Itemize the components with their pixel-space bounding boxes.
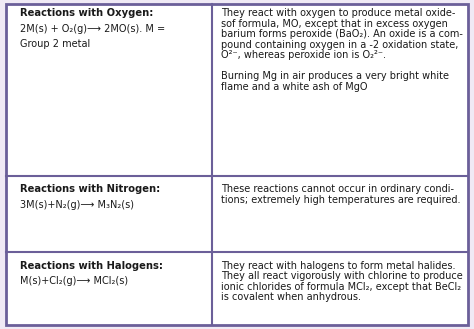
Text: They all react vigorously with chlorine to produce: They all react vigorously with chlorine … xyxy=(221,271,463,281)
Text: Reactions with Halogens:: Reactions with Halogens: xyxy=(20,261,163,270)
Text: barium forms peroxide (BaO₂). An oxide is a com-: barium forms peroxide (BaO₂). An oxide i… xyxy=(221,29,463,39)
Text: These reactions cannot occur in ordinary condi-: These reactions cannot occur in ordinary… xyxy=(221,184,454,194)
Text: They react with halogens to form metal halides.: They react with halogens to form metal h… xyxy=(221,261,456,270)
Text: Burning Mg in air produces a very bright white: Burning Mg in air produces a very bright… xyxy=(221,71,449,81)
Text: Reactions with Oxygen:: Reactions with Oxygen: xyxy=(20,8,153,18)
Text: sof formula, MO, except that in excess oxygen: sof formula, MO, except that in excess o… xyxy=(221,19,448,29)
Text: tions; extremely high temperatures are required.: tions; extremely high temperatures are r… xyxy=(221,195,460,205)
Text: 2M(s) + O₂(g)⟶ 2MO(s). M =
Group 2 metal: 2M(s) + O₂(g)⟶ 2MO(s). M = Group 2 metal xyxy=(20,24,165,49)
Text: M(s)+Cl₂(g)⟶ MCl₂(s): M(s)+Cl₂(g)⟶ MCl₂(s) xyxy=(20,276,128,286)
Text: flame and a white ash of MgO: flame and a white ash of MgO xyxy=(221,82,367,92)
Text: ionic chlorides of formula MCl₂, except that BeCl₂: ionic chlorides of formula MCl₂, except … xyxy=(221,282,461,291)
Text: 3M(s)+N₂(g)⟶ M₃N₂(s): 3M(s)+N₂(g)⟶ M₃N₂(s) xyxy=(20,200,134,210)
Text: is covalent when anhydrous.: is covalent when anhydrous. xyxy=(221,292,361,302)
Text: pound containing oxygen in a -2 oxidation state,: pound containing oxygen in a -2 oxidatio… xyxy=(221,40,458,50)
Text: Reactions with Nitrogen:: Reactions with Nitrogen: xyxy=(20,184,160,194)
Text: They react with oxygen to produce metal oxide-: They react with oxygen to produce metal … xyxy=(221,8,455,18)
Text: O²⁻, whereas peroxide ion is O₂²⁻.: O²⁻, whereas peroxide ion is O₂²⁻. xyxy=(221,50,386,60)
